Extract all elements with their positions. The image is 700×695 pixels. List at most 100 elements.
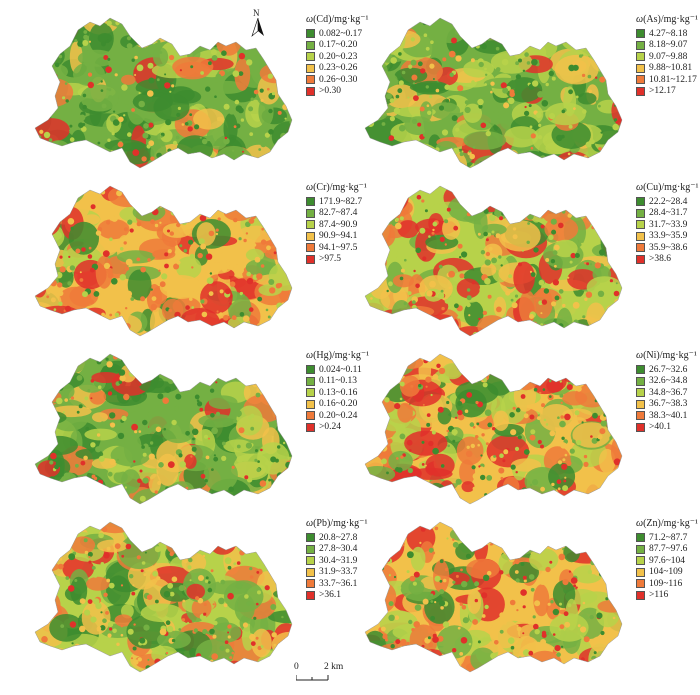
- legend-item: 0.16~0.20: [306, 399, 386, 411]
- legend-label: 82.7~87.4: [319, 208, 358, 219]
- legend-swatch: [306, 243, 315, 253]
- legend-swatch: [306, 52, 315, 62]
- legend-item: >116: [636, 590, 700, 602]
- scale-bar: 0 2 km: [294, 662, 374, 686]
- legend-item: >36.1: [306, 590, 386, 602]
- legend-swatch: [636, 254, 645, 264]
- legend-item: 33.7~36.1: [306, 578, 386, 590]
- legend-swatch: [636, 220, 645, 230]
- legend-item: >0.30: [306, 86, 386, 98]
- legend-label: 33.7~36.1: [319, 578, 358, 589]
- legend-item: 9.07~9.88: [636, 51, 700, 63]
- interpolation-map: [364, 521, 623, 673]
- legend-label: 26.7~32.6: [649, 364, 688, 375]
- legend-label: >40.1: [649, 422, 671, 433]
- legend-item: 32.6~34.8: [636, 376, 700, 388]
- legend-swatch: [306, 220, 315, 230]
- legend-swatch: [636, 533, 645, 543]
- legend-title-text: (Ni)/mg·kg⁻¹: [643, 350, 697, 361]
- legend: ω(Cd)/mg·kg⁻¹ 0.082~0.17 0.17~0.20 0.20~0.2…: [306, 14, 386, 97]
- legend-label: 0.17~0.20: [319, 40, 358, 51]
- interpolation-map: [34, 353, 293, 505]
- legend-label: 87.7~97.6: [649, 544, 688, 555]
- legend-label: 10.81~12.17: [649, 74, 697, 85]
- legend-title-text: (Zn)/mg·kg⁻¹: [643, 518, 698, 529]
- legend-label: 31.7~33.9: [649, 219, 688, 230]
- legend-label: 0.23~0.26: [319, 63, 358, 74]
- legend-swatch: [306, 388, 315, 398]
- map-panel-cd: ω(Cd)/mg·kg⁻¹ 0.082~0.17 0.17~0.20 0.20~0.2…: [30, 8, 370, 178]
- interpolation-map: [364, 17, 623, 169]
- legend-item: 0.20~0.24: [306, 410, 386, 422]
- legend-label: 28.4~31.7: [649, 208, 688, 219]
- legend: ω(Cr)/mg·kg⁻¹ 171.9~82.7 82.7~87.4 87.4~90.…: [306, 182, 386, 265]
- legend-item: 20.8~27.8: [306, 532, 386, 544]
- map-panel-cu: ω(Cu)/mg·kg⁻¹ 22.2~28.4 28.4~31.7 31.7~33.9…: [360, 176, 700, 346]
- legend-item: 0.26~0.30: [306, 74, 386, 86]
- legend-item: 10.81~12.17: [636, 74, 700, 86]
- legend-title-text: (Cd)/mg·kg⁻¹: [313, 14, 369, 25]
- legend-swatch: [306, 579, 315, 589]
- legend-label: >36.1: [319, 590, 341, 601]
- legend-label: 171.9~82.7: [319, 196, 363, 207]
- interpolation-map: [34, 17, 293, 169]
- legend-label: 9.07~9.88: [649, 51, 688, 62]
- legend-swatch: [636, 365, 645, 375]
- legend-item: >97.5: [306, 254, 386, 266]
- legend-item: 0.024~0.11: [306, 364, 386, 376]
- legend-item: 26.7~32.6: [636, 364, 700, 376]
- legend-item: 27.8~30.4: [306, 544, 386, 556]
- map-panel-hg: ω(Hg)/mg·kg⁻¹ 0.024~0.11 0.11~0.13 0.13~0.1…: [30, 344, 370, 514]
- legend-swatch: [636, 411, 645, 421]
- legend-swatch: [306, 411, 315, 421]
- map-panel-cr: ω(Cr)/mg·kg⁻¹ 171.9~82.7 82.7~87.4 87.4~90.…: [30, 176, 370, 346]
- legend-item: >40.1: [636, 422, 700, 434]
- legend-swatch: [306, 556, 315, 566]
- legend-title: ω(Zn)/mg·kg⁻¹: [636, 518, 700, 529]
- legend-swatch: [306, 544, 315, 554]
- legend-item: >12.17: [636, 86, 700, 98]
- legend-item: 9.88~10.81: [636, 63, 700, 75]
- legend-item: 0.11~0.13: [306, 376, 386, 388]
- legend-title-text: (Cu)/mg·kg⁻¹: [643, 182, 699, 193]
- legend-item: 28.4~31.7: [636, 208, 700, 220]
- legend-item: 94.1~97.5: [306, 242, 386, 254]
- legend-label: 20.8~27.8: [319, 532, 358, 543]
- legend-label: 0.13~0.16: [319, 387, 358, 398]
- legend-swatch: [636, 399, 645, 409]
- legend-label: >116: [649, 590, 669, 601]
- legend-title: ω(Cr)/mg·kg⁻¹: [306, 182, 386, 193]
- legend-item: 30.4~31.9: [306, 555, 386, 567]
- legend-swatch: [306, 567, 315, 577]
- legend-swatch: [306, 231, 315, 241]
- legend-swatch: [636, 556, 645, 566]
- legend-swatch: [306, 29, 315, 39]
- legend-label: 104~109: [649, 567, 683, 578]
- legend-swatch: [306, 63, 315, 73]
- map-panel-as: ω(As)/mg·kg⁻¹ 4.27~8.18 8.18~9.07 9.07~9.88…: [360, 8, 700, 178]
- legend-label: >38.6: [649, 254, 671, 265]
- legend-label: 97.6~104: [649, 555, 686, 566]
- legend-label: 35.9~38.6: [649, 242, 688, 253]
- legend-item: >38.6: [636, 254, 700, 266]
- legend-title: ω(Cu)/mg·kg⁻¹: [636, 182, 700, 193]
- legend-label: 38.3~40.1: [649, 410, 688, 421]
- legend-item: 0.082~0.17: [306, 28, 386, 40]
- legend-label: 32.6~34.8: [649, 376, 688, 387]
- legend-label: 27.8~30.4: [319, 544, 358, 555]
- legend-title-text: (Cr)/mg·kg⁻¹: [313, 182, 367, 193]
- legend-swatch: [636, 243, 645, 253]
- legend-label: 0.16~0.20: [319, 399, 358, 410]
- legend-label: 31.9~33.7: [319, 567, 358, 578]
- legend-title-text: (Hg)/mg·kg⁻¹: [313, 350, 370, 361]
- legend-swatch: [306, 197, 315, 207]
- legend-item: 38.3~40.1: [636, 410, 700, 422]
- legend-title-symbol: ω: [636, 518, 644, 529]
- legend-item: 34.8~36.7: [636, 387, 700, 399]
- legend-swatch: [636, 52, 645, 62]
- legend-title-symbol: ω: [306, 182, 314, 193]
- legend-swatch: [306, 590, 315, 600]
- legend-item: 35.9~38.6: [636, 242, 700, 254]
- legend-item: 109~116: [636, 578, 700, 590]
- legend-title: ω(Pb)/mg·kg⁻¹: [306, 518, 386, 529]
